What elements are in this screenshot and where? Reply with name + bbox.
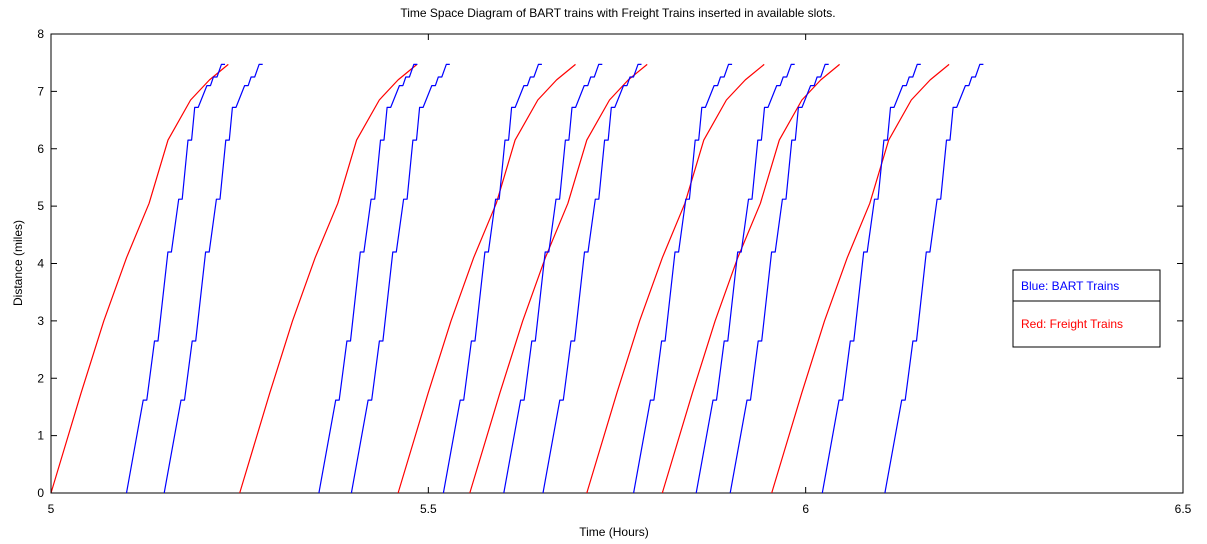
x-tick-label: 6.5 (1175, 502, 1192, 516)
bart-train-line-1 (125, 63, 225, 494)
y-tick-label: 4 (37, 257, 44, 271)
legend-box (1012, 269, 1161, 348)
y-axis-label: Distance (miles) (11, 220, 25, 306)
freight-train-line-6 (661, 63, 840, 494)
legend-entry-freight: Red: Freight Trains (1021, 317, 1123, 331)
y-tick-label: 1 (37, 429, 44, 443)
y-tick-label: 7 (37, 84, 44, 98)
plot-area (50, 33, 1184, 494)
chart-title: Time Space Diagram of BART trains with F… (400, 6, 835, 20)
freight-train-line-4 (469, 63, 648, 494)
y-tick-label: 3 (37, 314, 44, 328)
freight-train-line-1 (50, 63, 229, 494)
y-tick-label: 0 (37, 486, 44, 500)
bart-train-line-8 (633, 63, 733, 494)
x-axis-label: Time (Hours) (579, 525, 649, 539)
freight-train-line-7 (771, 63, 950, 494)
legend: Blue: BART Trains Red: Freight Trains (1012, 269, 1161, 348)
x-tick-label: 6 (802, 502, 809, 516)
x-tick-label: 5 (48, 502, 55, 516)
bart-train-line-6 (503, 63, 603, 494)
freight-train-line-3 (397, 63, 576, 494)
y-tick-label: 8 (37, 27, 44, 41)
axis-layer: 5 5.5 6 6.5 0 1 2 3 4 5 6 7 8 (37, 27, 1191, 516)
x-tick-label: 5.5 (420, 502, 437, 516)
bart-train-line-5 (442, 63, 542, 494)
y-tick-label: 6 (37, 142, 44, 156)
bart-train-line-7 (542, 63, 642, 494)
bart-train-line-4 (350, 63, 450, 494)
bart-train-line-12 (884, 63, 984, 494)
bart-train-line-3 (318, 63, 418, 494)
bart-train-line-10 (729, 63, 829, 494)
y-tick-label: 5 (37, 199, 44, 213)
y-tick-label: 2 (37, 371, 44, 385)
freight-train-line-2 (239, 63, 418, 494)
legend-entry-bart: Blue: BART Trains (1021, 279, 1119, 293)
bart-train-line-9 (695, 63, 795, 494)
bart-train-line-2 (163, 63, 263, 494)
series-layer (50, 63, 984, 494)
bart-train-line-11 (821, 63, 921, 494)
